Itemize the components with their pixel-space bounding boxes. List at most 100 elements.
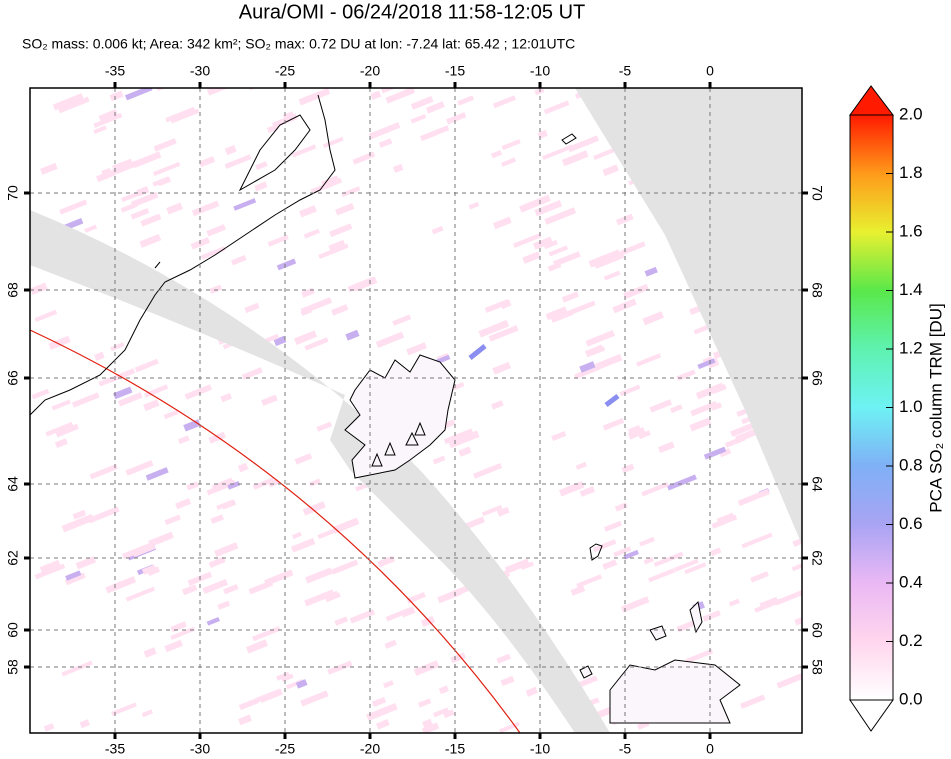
retrieval-pixel — [224, 154, 252, 169]
retrieval-pixel — [604, 394, 620, 407]
colorbar-tick-label: 1.8 — [899, 163, 923, 182]
retrieval-pixel — [737, 488, 770, 507]
retrieval-pixel — [501, 139, 521, 151]
retrieval-pixel — [690, 400, 718, 417]
colorbar-over — [849, 85, 895, 116]
colorbar-label: PCA SO₂ column TRM [DU] — [926, 303, 945, 512]
retrieval-pixel — [31, 388, 50, 400]
retrieval-pixel — [602, 417, 625, 431]
retrieval-pixel — [140, 213, 162, 227]
retrieval-pixel — [537, 129, 548, 139]
retrieval-pixel — [627, 427, 646, 440]
retrieval-pixel — [739, 694, 766, 709]
retrieval-pixel — [585, 344, 604, 358]
retrieval-pixel — [208, 556, 226, 568]
retrieval-pixel — [492, 95, 517, 109]
retrieval-pixel — [457, 95, 475, 106]
retrieval-pixel — [368, 122, 401, 140]
lon-label: -30 — [190, 741, 210, 757]
retrieval-pixel — [352, 276, 378, 292]
retrieval-pixel — [254, 688, 282, 704]
retrieval-pixel — [719, 448, 732, 458]
retrieval-pixel — [113, 386, 133, 400]
retrieval-pixel — [227, 480, 241, 490]
retrieval-pixel — [217, 600, 231, 610]
retrieval-pixel — [382, 680, 394, 689]
retrieval-pixel — [621, 463, 635, 474]
retrieval-pixel — [426, 101, 445, 114]
lat-label: 64 — [809, 476, 825, 492]
retrieval-pixel — [341, 186, 361, 198]
lon-label: -35 — [105, 63, 125, 79]
retrieval-pixel — [251, 626, 281, 642]
lat-label: 70 — [5, 185, 21, 201]
lon-label: -15 — [445, 741, 465, 757]
retrieval-pixel — [371, 696, 387, 708]
retrieval-pixel — [318, 243, 349, 259]
retrieval-pixel — [233, 198, 257, 211]
retrieval-pixel — [224, 145, 237, 156]
retrieval-pixel — [576, 574, 603, 588]
colorbar-tick-label: 2.0 — [899, 104, 923, 123]
retrieval-pixel — [473, 463, 503, 479]
retrieval-pixel — [299, 205, 317, 218]
retrieval-pixel — [58, 96, 90, 114]
graticule: -35 -35 -30 -30 -25 -25 -20 -20 -15 -15 -10 -10 -5 -5… — [5, 63, 826, 757]
retrieval-pixel — [406, 591, 426, 604]
colorbar-tick-label: 0.4 — [899, 572, 923, 591]
retrieval-pixel — [623, 549, 639, 560]
retrieval-pixel — [551, 430, 567, 441]
retrieval-pixel — [492, 216, 512, 230]
retrieval-pixel — [93, 125, 107, 135]
retrieval-pixel — [238, 697, 259, 711]
retrieval-pixel — [620, 596, 650, 613]
retrieval-pixel — [101, 167, 113, 178]
retrieval-pixel — [579, 361, 596, 373]
retrieval-pixel — [623, 283, 649, 300]
retrieval-pixel — [304, 589, 335, 607]
retrieval-pixel — [431, 225, 444, 235]
retrieval-pixel — [48, 335, 71, 350]
retrieval-pixel — [588, 249, 621, 268]
retrieval-pixel — [30, 282, 48, 295]
retrieval-pixel — [141, 564, 157, 575]
retrieval-pixel — [413, 660, 440, 676]
retrieval-pixel — [741, 416, 752, 425]
retrieval-pixel — [774, 590, 802, 606]
retrieval-pixel — [438, 685, 450, 695]
retrieval-pixel — [759, 596, 779, 608]
subtitle: SO₂ mass: 0.006 kt; Area: 342 km²; SO₂ m… — [22, 36, 575, 52]
retrieval-pixel — [603, 520, 623, 532]
retrieval-pixel — [51, 399, 71, 411]
retrieval-pixel — [325, 592, 341, 603]
retrieval-pixel — [267, 234, 289, 247]
retrieval-pixel — [799, 225, 802, 233]
retrieval-pixel — [153, 138, 177, 152]
lat-label: 68 — [809, 282, 825, 298]
retrieval-pixel — [145, 467, 169, 481]
iceland — [344, 354, 456, 479]
retrieval-pixel — [61, 660, 93, 677]
lat-label: 62 — [5, 550, 21, 566]
lon-label: -25 — [275, 741, 295, 757]
retrieval-pixel — [670, 404, 683, 414]
lon-label: -10 — [530, 741, 550, 757]
retrieval-pixel — [331, 304, 349, 316]
retrieval-pixel — [206, 224, 226, 237]
retrieval-pixel — [134, 358, 159, 373]
retrieval-pixel — [316, 421, 333, 432]
retrieval-pixel — [39, 559, 61, 573]
retrieval-pixel — [500, 157, 517, 167]
retrieval-pixel — [794, 616, 802, 626]
lat-label: 58 — [809, 659, 825, 675]
lon-label: -15 — [445, 63, 465, 79]
retrieval-pixel — [754, 598, 781, 613]
retrieval-pixel — [98, 377, 113, 387]
retrieval-pixel — [303, 228, 320, 239]
retrieval-pixel — [716, 512, 735, 524]
no-data-swath — [575, 88, 802, 545]
retrieval-pixel — [310, 177, 343, 195]
retrieval-pixel — [791, 563, 802, 572]
retrieval-pixel — [166, 202, 183, 215]
